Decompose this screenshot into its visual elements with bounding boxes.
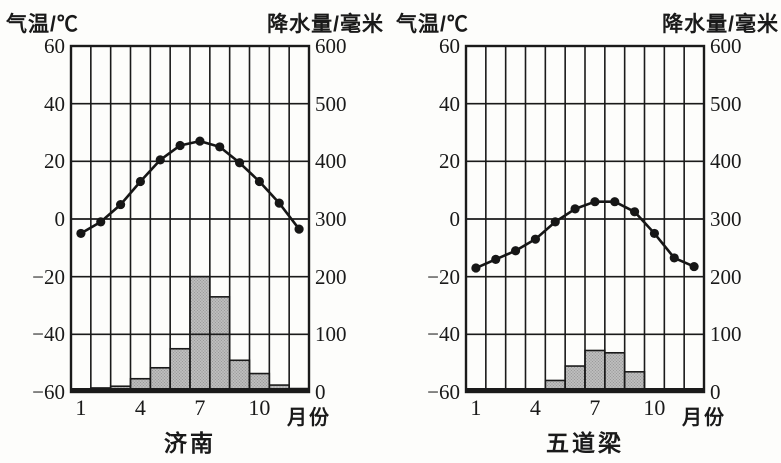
temp-tick-label: 0	[54, 207, 66, 231]
temperature-point	[96, 217, 106, 227]
temperature-point	[629, 207, 640, 217]
temperature-point	[294, 224, 304, 234]
precip-tick-label: 500	[710, 91, 742, 116]
month-tick-label: 1	[75, 395, 87, 420]
temperature-point	[510, 246, 521, 256]
chart-panel-jinan: 气温/℃ 降水量/毫米 月份 济南 60 40 20 0 −20 −40 −60 600 500…	[0, 0, 390, 463]
precip-bar	[209, 296, 231, 393]
month-tick-label: 1	[470, 395, 482, 420]
chart-title: 济南	[164, 430, 216, 456]
temperature-point	[550, 217, 560, 227]
precip-bar	[584, 349, 606, 393]
temperature-point	[115, 199, 126, 210]
temp-tick-label: −60	[427, 380, 460, 404]
temperature-point	[274, 198, 284, 208]
month-tick-label: 10	[643, 395, 666, 420]
temp-tick-label: −40	[427, 322, 460, 347]
temperature-point	[175, 140, 185, 151]
month-tick-label: 7	[194, 395, 206, 420]
temp-tick-label: 60	[439, 34, 460, 58]
temp-tick-label: −20	[32, 264, 65, 289]
climate-plot	[69, 44, 311, 394]
temperature-point	[491, 254, 501, 264]
month-tick-label: 7	[589, 395, 601, 420]
temp-tick-label: −40	[32, 322, 65, 347]
temperature-point	[669, 253, 679, 263]
temperature-point	[254, 176, 265, 187]
precip-bar	[604, 351, 626, 393]
precip-tick-label: 0	[315, 380, 326, 404]
temperature-point	[570, 204, 580, 214]
month-tick-label: 4	[134, 395, 146, 420]
temperature-point	[530, 234, 541, 244]
temp-axis-title: 气温/℃	[396, 13, 469, 36]
temp-tick-label: 0	[449, 207, 461, 231]
precip-bar	[169, 347, 191, 393]
temperature-point	[76, 228, 86, 239]
precip-axis-title: 降水量/毫米	[267, 13, 384, 36]
temperature-point	[215, 142, 225, 152]
chart-panel-wudaoliang: 气温/℃ 降水量/毫米 月份 五道梁 60 40 20 0 −20 −40 −60 600 50…	[390, 0, 781, 463]
precip-tick-label: 400	[710, 149, 742, 174]
temperature-point	[649, 228, 660, 239]
temp-axis-title: 气温/℃	[6, 13, 79, 36]
precip-tick-label: 200	[710, 264, 742, 289]
precip-tick-label: 600	[710, 34, 742, 58]
month-tick-label: 10	[248, 395, 271, 420]
precip-tick-label: 200	[315, 264, 347, 289]
temp-tick-label: 20	[44, 149, 65, 174]
temperature-point	[689, 261, 699, 272]
temp-tick-label: −20	[427, 264, 460, 289]
precip-tick-label: 500	[315, 91, 347, 116]
temperature-point	[195, 136, 205, 146]
precip-tick-label: 300	[710, 207, 742, 231]
temp-tick-label: 40	[439, 91, 460, 116]
precip-bar	[228, 359, 251, 393]
chart-title: 五道梁	[546, 430, 624, 456]
month-tick-label: 4	[529, 395, 541, 420]
temperature-point	[590, 197, 600, 207]
temp-tick-label: 40	[44, 91, 65, 116]
climate-plot	[464, 44, 706, 394]
temperature-point	[471, 263, 481, 273]
month-axis-unit: 月份	[682, 407, 726, 429]
temp-tick-label: −60	[32, 380, 65, 404]
temperature-point	[610, 197, 620, 207]
precip-tick-label: 0	[710, 380, 721, 404]
temperature-point	[234, 158, 245, 168]
precip-tick-label: 600	[315, 34, 347, 58]
precip-tick-label: 400	[315, 149, 347, 174]
precip-axis-title: 降水量/毫米	[662, 13, 779, 36]
precip-tick-label: 100	[315, 322, 347, 347]
temp-tick-label: 60	[44, 34, 65, 58]
temp-tick-label: 20	[439, 149, 460, 174]
month-axis-unit: 月份	[287, 407, 331, 429]
precip-tick-label: 100	[710, 322, 742, 347]
temperature-point	[155, 155, 165, 165]
precip-tick-label: 300	[315, 207, 347, 231]
temperature-point	[135, 176, 146, 187]
